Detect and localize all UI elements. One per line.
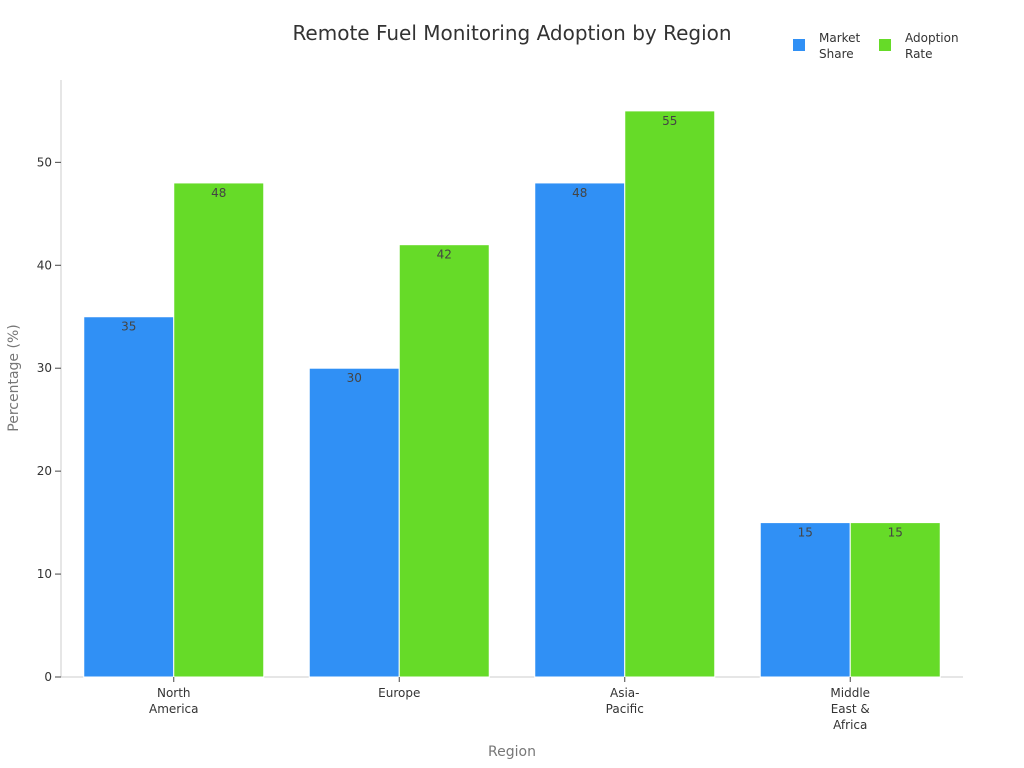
- legend-label-line: Adoption: [905, 31, 959, 45]
- legend-label-line: Market: [819, 31, 861, 45]
- bar-series-0-cat-3[interactable]: [759, 522, 851, 678]
- bar-series-1-cat-2[interactable]: [624, 110, 716, 678]
- y-tick-label: 30: [37, 361, 52, 375]
- bar-series-0-cat-0[interactable]: [83, 316, 175, 678]
- y-tick-label: 40: [37, 258, 52, 272]
- chart-title: Remote Fuel Monitoring Adoption by Regio…: [292, 21, 731, 45]
- y-axis-title: Percentage (%): [6, 324, 22, 431]
- y-tick-label: 10: [37, 567, 52, 581]
- x-axis-title: Region: [488, 744, 536, 760]
- data-label: 35: [121, 320, 136, 334]
- y-tick-label: 0: [44, 670, 52, 684]
- bar-series-1-cat-0[interactable]: [173, 182, 265, 678]
- x-tick-label-line: Africa: [833, 718, 867, 732]
- x-tick-label-line: America: [149, 702, 199, 716]
- legend-label: Market Share: [819, 31, 861, 61]
- bar-series-1-cat-3[interactable]: [849, 522, 941, 678]
- x-tick-label: Asia- Pacific: [606, 686, 644, 716]
- legend: Market Share Adoption Rate: [793, 31, 959, 61]
- legend-label-line: Share: [819, 47, 854, 61]
- data-label: 42: [437, 248, 452, 262]
- data-label: 55: [662, 114, 677, 128]
- data-label: 30: [347, 371, 362, 385]
- data-label: 15: [888, 526, 903, 540]
- bar-series-0-cat-2[interactable]: [534, 182, 626, 678]
- x-tick-label: Europe: [378, 686, 420, 700]
- x-tick-label-line: Middle: [830, 686, 870, 700]
- x-tick-label-line: Pacific: [606, 702, 644, 716]
- bar-series-1-cat-1[interactable]: [398, 244, 490, 678]
- bar-series-0-cat-1[interactable]: [308, 367, 400, 678]
- y-tick-label: 20: [37, 464, 52, 478]
- x-tick-label-line: Asia-: [610, 686, 639, 700]
- plot-area: 0 10 20 30 40 50 35 48 North America 30 42 Europe 48 5…: [37, 80, 963, 732]
- legend-swatch: [793, 39, 805, 51]
- legend-label-line: Rate: [905, 47, 933, 61]
- x-tick-label: North America: [149, 686, 199, 716]
- data-label: 48: [572, 186, 587, 200]
- legend-swatch: [879, 39, 891, 51]
- data-label: 48: [211, 186, 226, 200]
- data-label: 15: [798, 526, 813, 540]
- legend-label: Adoption Rate: [905, 31, 959, 61]
- x-tick-label-line: North: [157, 686, 191, 700]
- x-tick-label-line: Europe: [378, 686, 420, 700]
- y-tick-label: 50: [37, 155, 52, 169]
- x-tick-label-line: East &: [831, 702, 870, 716]
- x-tick-label: Middle East & Africa: [830, 686, 870, 732]
